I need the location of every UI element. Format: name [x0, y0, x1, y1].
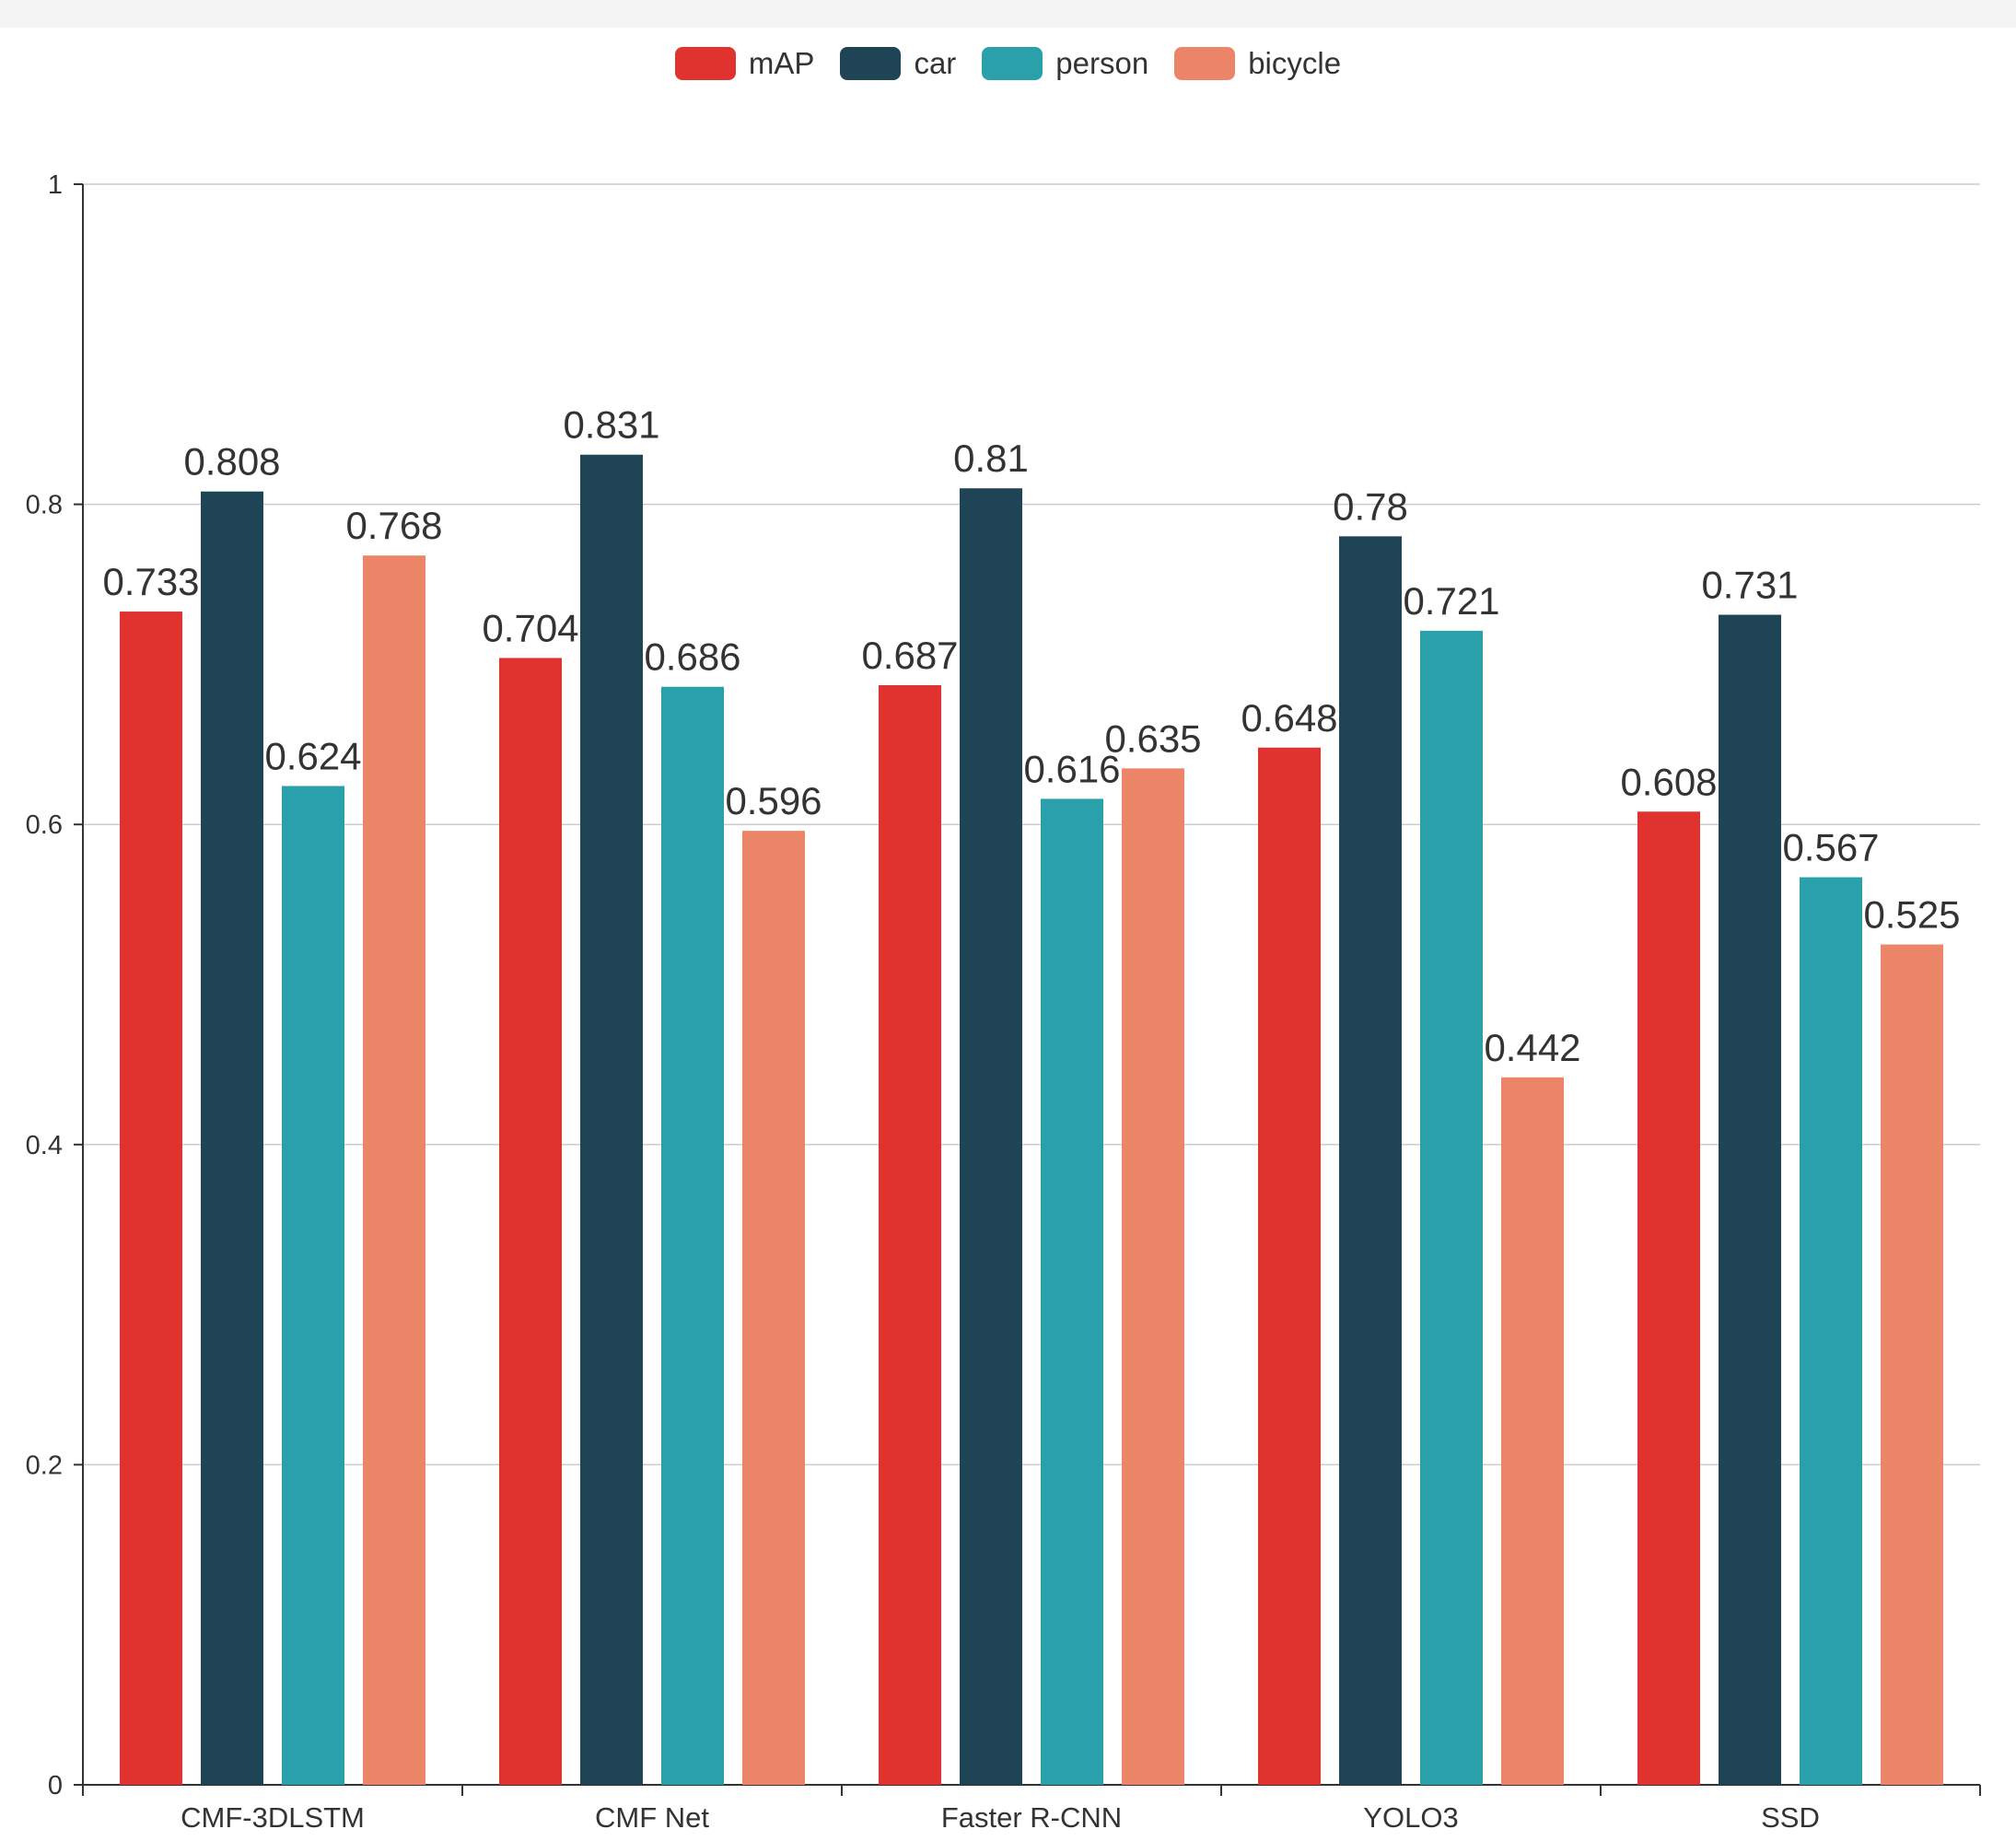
bar-value-label: 0.81: [953, 437, 1029, 480]
bar-value-label: 0.616: [1023, 747, 1120, 790]
bar-person: [1800, 877, 1862, 1785]
bar-car: [1339, 536, 1402, 1785]
bar-bicycle: [1881, 944, 1943, 1785]
x-tick-label: CMF-3DLSTM: [181, 1801, 365, 1834]
legend-item-car[interactable]: car: [840, 46, 956, 81]
bar-map: [499, 658, 562, 1785]
bar-value-label: 0.596: [725, 779, 822, 822]
bar-bicycle: [1122, 768, 1184, 1785]
bar-value-label: 0.624: [264, 734, 361, 777]
y-tick-label: 1: [48, 170, 63, 200]
legend-item-map[interactable]: mAP: [674, 46, 815, 81]
legend-swatch-car: [840, 47, 902, 80]
x-tick-label: SSD: [1761, 1801, 1820, 1834]
legend-label-person: person: [1055, 46, 1149, 80]
legend-swatch-person: [982, 47, 1043, 80]
bar-car: [960, 488, 1022, 1785]
bar-car: [1719, 614, 1781, 1785]
y-tick-label: 0.6: [26, 810, 63, 840]
x-tick-label: CMF Net: [595, 1801, 709, 1834]
y-tick-label: 0.2: [26, 1451, 63, 1480]
bar-value-label: 0.731: [1701, 564, 1798, 607]
bar-car: [580, 454, 643, 1786]
bar-value-label: 0.704: [482, 606, 578, 649]
x-tick-label: Faster R-CNN: [941, 1801, 1122, 1834]
legend-label-car: car: [914, 46, 957, 80]
bar-person: [1420, 630, 1483, 1785]
legend-item-bicycle[interactable]: bicycle: [1174, 46, 1341, 81]
bar-map: [120, 612, 182, 1785]
bar-person: [282, 786, 344, 1785]
bar-map: [1637, 811, 1700, 1785]
bar-person: [661, 686, 724, 1786]
bar-value-label: 0.733: [102, 560, 199, 603]
legend-swatch-bicycle: [1174, 47, 1236, 80]
bar-value-label: 0.608: [1620, 760, 1717, 803]
bar-value-label: 0.525: [1863, 893, 1960, 937]
bar-person: [1041, 798, 1103, 1785]
bar-value-label: 0.687: [861, 634, 958, 677]
bar-bicycle: [363, 555, 425, 1785]
y-tick-label: 0: [48, 1771, 63, 1800]
legend-label-map: mAP: [748, 46, 815, 80]
bar-value-label: 0.567: [1782, 826, 1879, 869]
top-bar: [0, 0, 2016, 28]
bar-map: [1258, 747, 1321, 1785]
bar-bicycle: [742, 831, 805, 1785]
bar-value-label: 0.442: [1484, 1026, 1580, 1069]
x-tick-label: YOLO3: [1363, 1801, 1458, 1834]
bar-value-label: 0.721: [1403, 579, 1499, 623]
bar-value-label: 0.78: [1333, 484, 1408, 528]
bar-value-label: 0.808: [183, 440, 280, 484]
bar-value-label: 0.635: [1104, 717, 1201, 760]
bar-value-label: 0.686: [644, 635, 740, 679]
y-tick-label: 0.8: [26, 491, 63, 520]
legend-swatch-map: [674, 47, 736, 80]
bar-map: [879, 684, 941, 1785]
bar-value-label: 0.768: [345, 504, 442, 547]
y-tick-label: 0.4: [26, 1131, 63, 1160]
bar-value-label: 0.648: [1241, 696, 1337, 740]
legend-label-bicycle: bicycle: [1248, 46, 1342, 80]
bar-car: [201, 491, 263, 1785]
legend: mAP car person bicycle: [0, 41, 2016, 87]
legend-item-person[interactable]: person: [982, 46, 1148, 81]
bar-value-label: 0.831: [563, 403, 659, 447]
bar-bicycle: [1501, 1077, 1564, 1785]
